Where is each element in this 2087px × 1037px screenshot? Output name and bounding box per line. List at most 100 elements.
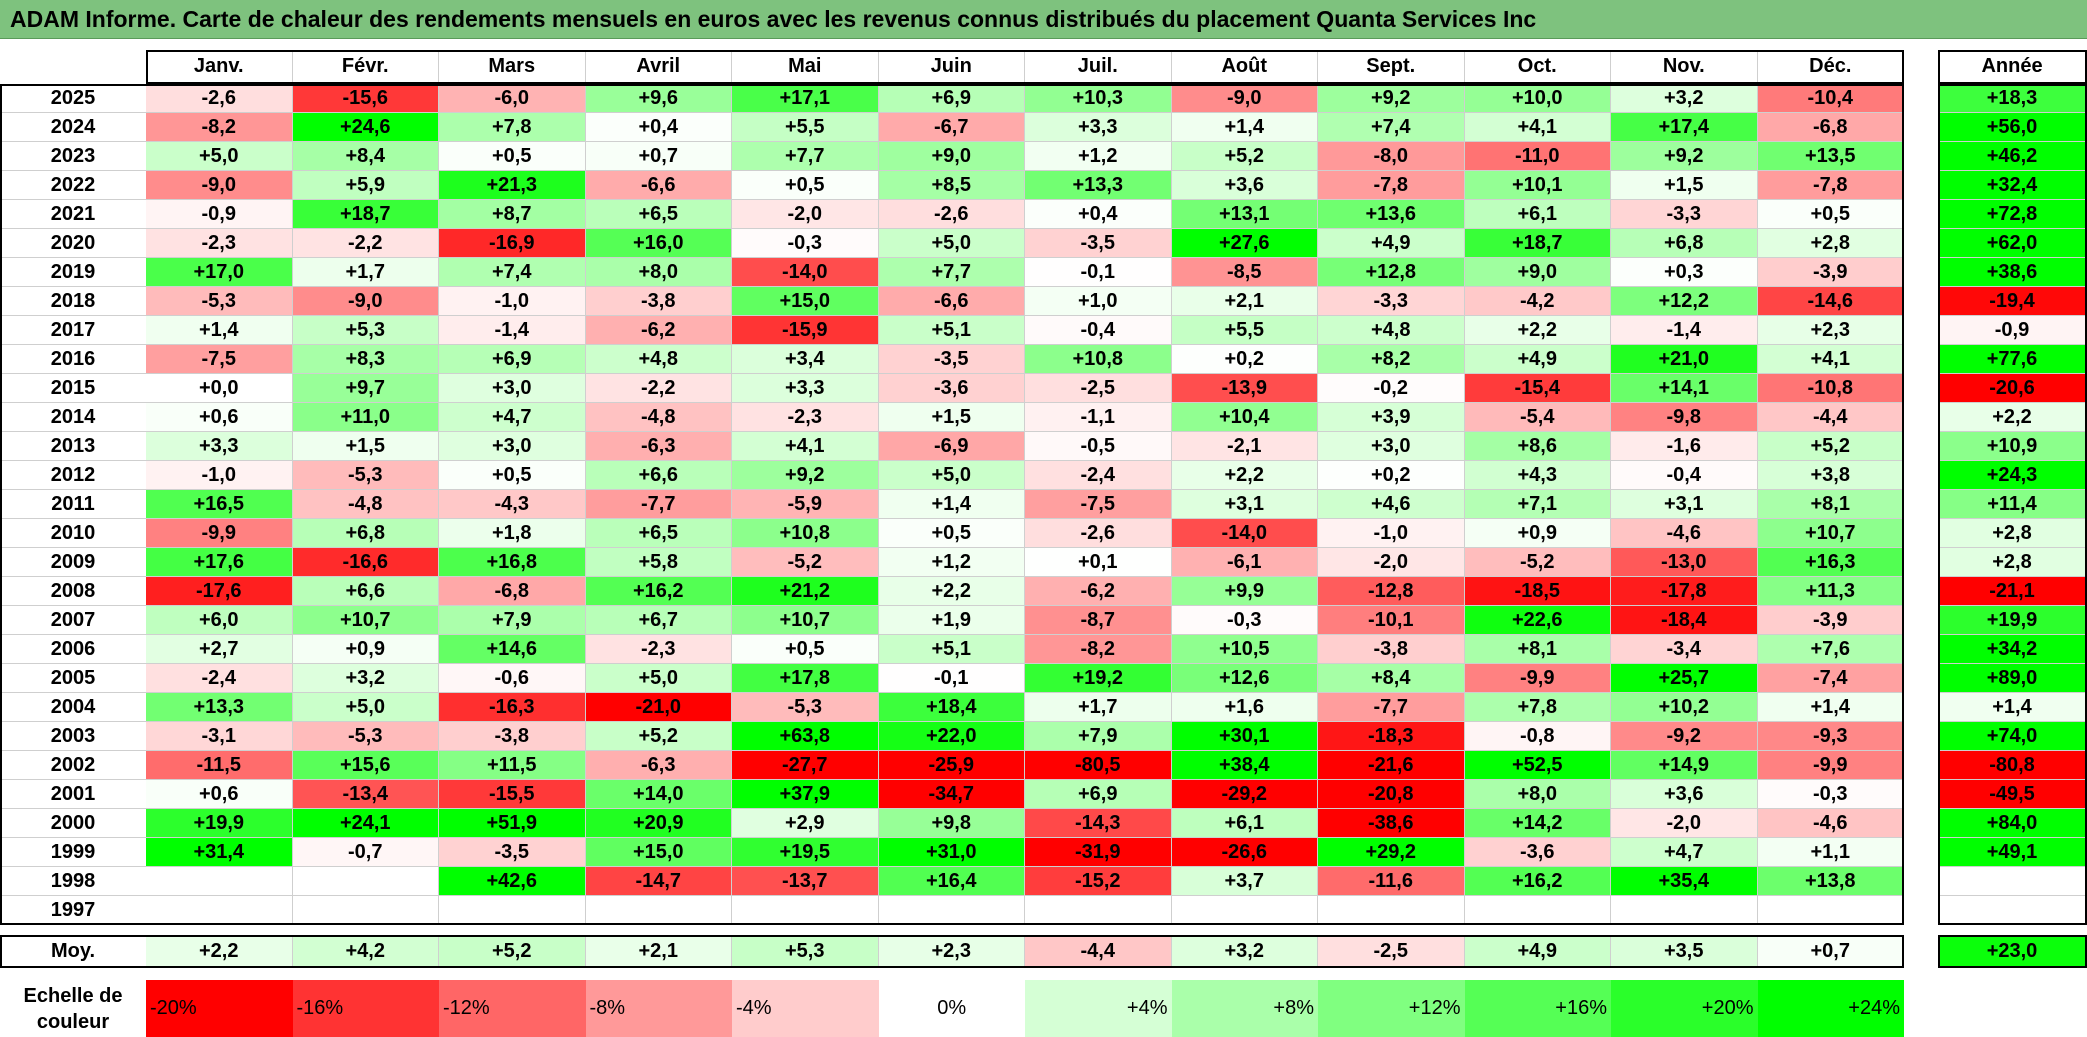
heatmap-cell: +4,8: [1318, 316, 1465, 345]
heatmap-cell: -3,3: [1318, 287, 1465, 316]
row-year-label: 2016: [0, 345, 146, 374]
heatmap-cell: +10,7: [1757, 519, 1904, 548]
row-year-label: 2025: [0, 84, 146, 113]
heatmap-cell: +6,9: [1025, 780, 1172, 809]
heatmap-cell: +7,8: [439, 113, 586, 142]
heatmap-cell: +6,1: [1464, 200, 1611, 229]
heatmap-cell: +35,4: [1611, 867, 1758, 896]
heatmap-cell: +17,4: [1611, 113, 1758, 142]
color-scale-swatch: 0%: [878, 980, 1025, 1037]
heatmap-cell: [1611, 896, 1758, 925]
heatmap-cell: +15,0: [732, 287, 879, 316]
heatmap-cell: +0,6: [146, 403, 293, 432]
annual-cell: +32,4: [1938, 171, 2087, 200]
heatmap-cell: -5,9: [732, 490, 879, 519]
heatmap-cell: -1,0: [146, 461, 293, 490]
heatmap-cell: +5,0: [292, 693, 439, 722]
column-header: Mars: [439, 50, 586, 84]
row-year-label: 2007: [0, 606, 146, 635]
heatmap-cell: +5,0: [878, 461, 1025, 490]
heatmap-cell: -14,0: [732, 258, 879, 287]
heatmap-cell: -2,2: [292, 229, 439, 258]
heatmap-cell: +16,3: [1757, 548, 1904, 577]
annual-cell: +1,4: [1938, 693, 2087, 722]
heatmap-cell: -5,2: [1464, 548, 1611, 577]
heatmap-cell: +9,8: [878, 809, 1025, 838]
heatmap-cell: -25,9: [878, 751, 1025, 780]
column-header: Avril: [585, 50, 732, 84]
heatmap-cell: +1,4: [1757, 693, 1904, 722]
heatmap-cell: +0,5: [1757, 200, 1904, 229]
color-scale-swatch: +8%: [1171, 980, 1318, 1037]
heatmap-cell: [585, 896, 732, 925]
annual-cell: +2,8: [1938, 519, 2087, 548]
heatmap-cell: -5,3: [292, 461, 439, 490]
heatmap-cell: +1,7: [1025, 693, 1172, 722]
heatmap-cell: [878, 896, 1025, 925]
heatmap-cell: +5,5: [1171, 316, 1318, 345]
heatmap-cell: +4,3: [1464, 461, 1611, 490]
average-cell: +5,2: [439, 935, 586, 968]
heatmap-cell: -4,6: [1757, 809, 1904, 838]
heatmap-cell: -9,9: [1757, 751, 1904, 780]
row-year-label: 2010: [0, 519, 146, 548]
row-year-label: 2011: [0, 490, 146, 519]
heatmap-cell: +10,7: [732, 606, 879, 635]
heatmap-cell: +18,7: [292, 200, 439, 229]
heatmap-cell: +10,0: [1464, 84, 1611, 113]
heatmap-cell: -8,7: [1025, 606, 1172, 635]
heatmap-cell: +38,4: [1171, 751, 1318, 780]
heatmap-cell: -18,3: [1318, 722, 1465, 751]
heatmap-cell: +8,6: [1464, 432, 1611, 461]
heatmap-cell: -6,6: [585, 171, 732, 200]
heatmap-cell: +5,5: [732, 113, 879, 142]
row-year-label: 2002: [0, 751, 146, 780]
heatmap-cell: -0,6: [439, 664, 586, 693]
annual-cell: [1938, 867, 2087, 896]
heatmap-cell: +1,0: [1025, 287, 1172, 316]
heatmap-cell: -1,0: [1318, 519, 1465, 548]
annual-cell: -19,4: [1938, 287, 2087, 316]
heatmap-cell: +13,3: [146, 693, 293, 722]
heatmap-cell: +1,5: [878, 403, 1025, 432]
heatmap-cell: +7,7: [878, 258, 1025, 287]
row-year-label: 2015: [0, 374, 146, 403]
heatmap-cell: +3,1: [1611, 490, 1758, 519]
heatmap-cell: -4,8: [585, 403, 732, 432]
heatmap-cell: -15,5: [439, 780, 586, 809]
heatmap-cell: -7,8: [1318, 171, 1465, 200]
heatmap-cell: -0,1: [878, 664, 1025, 693]
heatmap-cell: -3,9: [1757, 606, 1904, 635]
row-year-label: 2003: [0, 722, 146, 751]
heatmap-cell: +1,4: [1171, 113, 1318, 142]
heatmap-cell: +5,2: [1757, 432, 1904, 461]
heatmap-cell: -15,2: [1025, 867, 1172, 896]
heatmap-cell: -2,5: [1025, 374, 1172, 403]
heatmap-cell: -27,7: [732, 751, 879, 780]
heatmap-cell: -4,3: [439, 490, 586, 519]
heatmap-cell: +37,9: [732, 780, 879, 809]
annual-cell: -0,9: [1938, 316, 2087, 345]
heatmap-cell: +16,0: [585, 229, 732, 258]
heatmap-cell: +8,2: [1318, 345, 1465, 374]
heatmap-cell: -3,6: [878, 374, 1025, 403]
heatmap-cell: -6,3: [585, 751, 732, 780]
annual-cell: +89,0: [1938, 664, 2087, 693]
heatmap-cell: +4,8: [585, 345, 732, 374]
heatmap-cell: +1,5: [292, 432, 439, 461]
heatmap-cell: +18,4: [878, 693, 1025, 722]
average-cell: -2,5: [1318, 935, 1465, 968]
heatmap-cell: +4,7: [1611, 838, 1758, 867]
row-year-label: 2012: [0, 461, 146, 490]
heatmap-cell: +13,6: [1318, 200, 1465, 229]
heatmap-cell: [732, 896, 879, 925]
heatmap-cell: +4,9: [1464, 345, 1611, 374]
heatmap-cell: +7,9: [1025, 722, 1172, 751]
heatmap-cell: +0,5: [732, 171, 879, 200]
heatmap-cell: +12,2: [1611, 287, 1758, 316]
color-scale-swatch: +20%: [1611, 980, 1758, 1037]
annual-cell: +34,2: [1938, 635, 2087, 664]
annual-cell: +56,0: [1938, 113, 2087, 142]
heatmap-cell: -17,8: [1611, 577, 1758, 606]
heatmap-cell: +9,6: [585, 84, 732, 113]
